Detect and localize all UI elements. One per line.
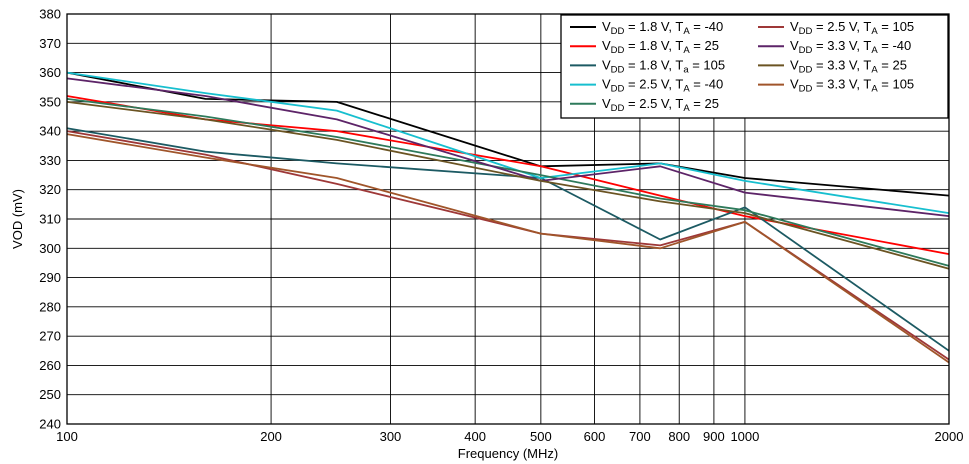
y-axis-label: VOD (mV): [10, 189, 25, 249]
y-tick-label: 350: [39, 94, 61, 109]
y-tick-labels: 240 250 260 270 280 290 300 310 320 330 340 350 360 3…: [39, 7, 61, 432]
legend-box: [560, 14, 949, 119]
y-tick-label: 340: [39, 124, 61, 139]
x-tick-labels: 100 200 300 400 500 600 700 800 900 1000 2000: [56, 429, 963, 444]
x-tick-label: 700: [629, 429, 651, 444]
y-tick-label: 250: [39, 387, 61, 402]
y-tick-label: 300: [39, 241, 61, 256]
x-tick-label: 300: [380, 429, 402, 444]
legend-entry-right: VDD = 3.3 V, TA = 105: [790, 77, 914, 95]
legend-entry-left: VDD = 2.5 V, TA = -40: [602, 77, 723, 95]
y-tick-label: 380: [39, 7, 61, 22]
y-tick-label: 330: [39, 153, 61, 168]
x-tick-label: 900: [703, 429, 725, 444]
x-axis-label: Frequency (MHz): [458, 446, 558, 461]
series-line-4: [66, 71, 950, 214]
x-tick-label: 400: [464, 429, 486, 444]
y-tick-label: 370: [39, 36, 61, 51]
x-tick-label: 2000: [935, 429, 964, 444]
y-tick-label: 290: [39, 270, 61, 285]
series-lines: [66, 71, 950, 364]
x-tick-label: 500: [530, 429, 552, 444]
series-line-8: [66, 101, 950, 270]
plot-frame: [66, 13, 950, 425]
y-tick-label: 280: [39, 299, 61, 314]
y-tick-label: 360: [39, 65, 61, 80]
x-tick-label: 800: [668, 429, 690, 444]
legend-entry-left: VDD = 1.8 V, TA = 25: [602, 38, 719, 56]
y-tick-label: 260: [39, 358, 61, 373]
y-tick-label: 310: [39, 212, 61, 227]
series-line-5: [66, 98, 950, 267]
series-line-3: [66, 127, 950, 352]
y-tick-label: 320: [39, 182, 61, 197]
legend-entry-right: VDD = 3.3 V, TA = -40: [790, 38, 911, 56]
legend-entry-left: VDD = 2.5 V, TA = 25: [602, 96, 719, 114]
x-tick-label: 100: [56, 429, 78, 444]
y-tick-label: 240: [39, 417, 61, 432]
x-tick-label: 200: [260, 429, 282, 444]
legend-entry-left: VDD = 1.8 V, Ta = 105: [602, 57, 725, 75]
legend-entry-right: VDD = 3.3 V, TA = 25: [790, 57, 907, 75]
x-tick-label: 1000: [730, 429, 759, 444]
legend-entry-left: VDD = 1.8 V, TA = -40: [602, 19, 723, 37]
x-tick-label: 600: [584, 429, 606, 444]
series-line-6: [66, 130, 950, 361]
legend-entry-right: VDD = 2.5 V, TA = 105: [790, 19, 914, 37]
y-tick-label: 270: [39, 329, 61, 344]
series-line-9: [66, 133, 950, 364]
